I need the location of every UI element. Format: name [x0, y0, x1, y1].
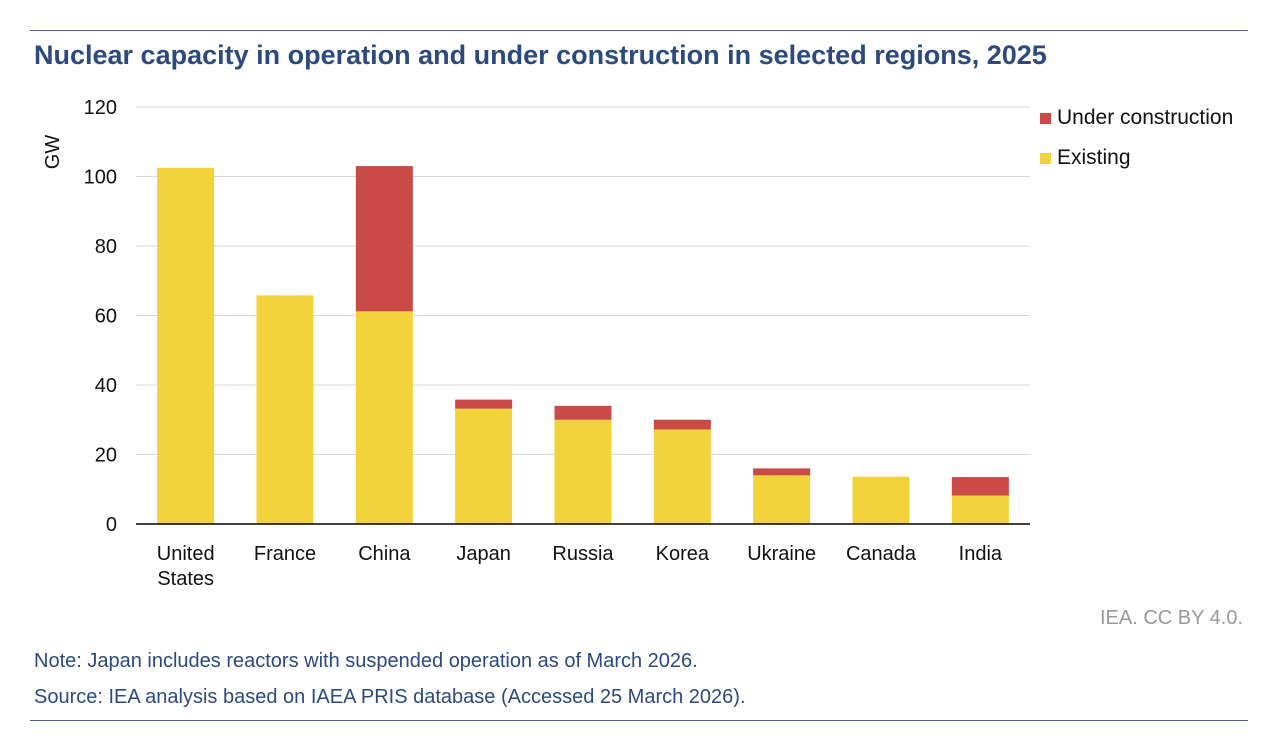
y-tick-label-100: 100: [84, 167, 117, 189]
x-tick-label-3: Japan: [456, 543, 511, 565]
legend-swatch-existing: [1040, 152, 1051, 164]
bar-existing-8: [951, 495, 1009, 524]
bar-existing-5: [653, 429, 711, 524]
legend: Under construction Existing: [1040, 106, 1234, 188]
bar-existing-7: [852, 476, 910, 524]
bar-existing-4: [554, 419, 612, 524]
y-tick-label-120: 120: [84, 97, 117, 119]
chart-title: Nuclear capacity in operation and under …: [34, 40, 1047, 70]
bottom-rule: [30, 720, 1248, 721]
y-tick-label-0: 0: [106, 514, 117, 536]
bar-under-construction-2: [355, 166, 413, 312]
note-text: Note: Japan includes reactors with suspe…: [34, 650, 698, 672]
y-axis-label: GW: [42, 135, 64, 170]
x-tick-label-4: Russia: [552, 543, 614, 565]
legend-swatch-under-construction: [1040, 112, 1051, 124]
x-tick-label-8: India: [959, 543, 1003, 565]
x-tick-label-5: Korea: [656, 543, 710, 565]
bar-existing-1: [256, 295, 314, 524]
top-rule: [30, 30, 1248, 31]
x-tick-label-0-line-0: United: [157, 543, 215, 565]
bar-under-construction-4: [554, 405, 612, 420]
legend-label-existing: Existing: [1057, 146, 1131, 169]
bar-under-construction-5: [653, 419, 711, 430]
y-tick-label-60: 60: [95, 306, 117, 328]
y-tick-label-20: 20: [95, 445, 117, 467]
bar-under-construction-3: [455, 399, 513, 409]
y-tick-label-40: 40: [95, 375, 117, 397]
y-tick-label-80: 80: [95, 236, 117, 258]
bar-under-construction-8: [951, 477, 1009, 496]
bar-existing-6: [753, 475, 811, 524]
legend-item-under-construction: Under construction: [1040, 106, 1234, 129]
x-tick-label-7: Canada: [846, 543, 917, 565]
x-tick-label-0-line-1: States: [157, 568, 214, 590]
x-tick-label-1: France: [254, 543, 316, 565]
legend-label-under-construction: Under construction: [1057, 106, 1234, 129]
license-credit: IEA. CC BY 4.0.: [1099, 607, 1243, 629]
bar-under-construction-6: [753, 468, 811, 476]
bar-existing-2: [355, 311, 413, 524]
bar-existing-3: [455, 408, 513, 524]
legend-item-existing: Existing: [1040, 146, 1233, 169]
x-tick-label-2: China: [358, 543, 411, 565]
x-tick-label-6: Ukraine: [747, 543, 816, 565]
bar-existing-0: [157, 167, 215, 524]
source-text: Source: IEA analysis based on IAEA PRIS …: [34, 686, 746, 708]
